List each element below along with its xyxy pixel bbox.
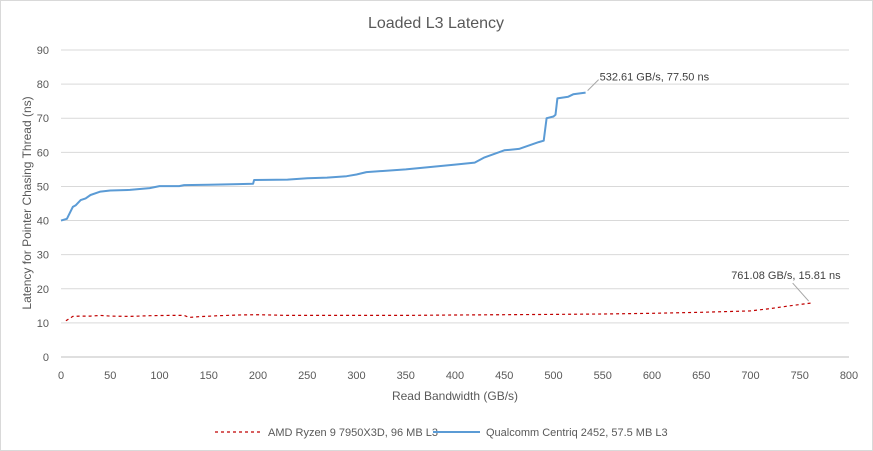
y-tick-label: 50 — [37, 181, 49, 193]
x-tick-label: 450 — [495, 370, 513, 382]
series-group — [60, 91, 811, 322]
x-tick-label: 800 — [840, 370, 858, 382]
x-tick-label: 750 — [791, 370, 809, 382]
y-tick-label: 30 — [37, 250, 49, 262]
annotation-leader-amd — [792, 282, 810, 302]
x-tick-label: 0 — [58, 370, 64, 382]
y-tick-label: 80 — [37, 79, 49, 91]
legend-label-qualcomm: Qualcomm Centriq 2452, 57.5 MB L3 — [486, 427, 668, 439]
x-tick-label: 700 — [741, 370, 759, 382]
series-line-0 — [65, 302, 811, 322]
chart-title: Loaded L3 Latency — [368, 15, 504, 32]
x-tick-label: 200 — [249, 370, 267, 382]
y-tick-label: 90 — [37, 45, 49, 57]
x-tick-label: 500 — [544, 370, 562, 382]
x-tick-label: 650 — [692, 370, 710, 382]
legend-label-amd: AMD Ryzen 9 7950X3D, 96 MB L3 — [268, 427, 438, 439]
x-tick-label: 100 — [150, 370, 168, 382]
x-axis-title: Read Bandwidth (GB/s) — [392, 389, 518, 403]
x-tick-label: 550 — [594, 370, 612, 382]
y-tick-label: 70 — [37, 113, 49, 125]
series-line-1 — [60, 91, 586, 222]
y-tick-label: 20 — [37, 284, 49, 296]
x-tick-label: 50 — [104, 370, 116, 382]
x-tick-label: 150 — [200, 370, 218, 382]
legend: AMD Ryzen 9 7950X3D, 96 MB L3 Qualcomm C… — [215, 427, 668, 439]
x-tick-labels: 0 50 100 150 200 250 300 350 400 450 500 550 600 650 7… — [58, 370, 858, 382]
annotation-amd-end: 761.08 GB/s, 15.81 ns — [731, 270, 841, 282]
x-tick-label: 600 — [643, 370, 661, 382]
gridlines — [61, 49, 849, 324]
x-tick-label: 300 — [347, 370, 365, 382]
y-axis-title: Latency for Pointer Chasing Thread (ns) — [20, 96, 34, 309]
y-tick-label: 10 — [37, 318, 49, 330]
x-tick-label: 250 — [298, 370, 316, 382]
y-tick-label: 40 — [37, 216, 49, 228]
annotation-leader-qualcomm — [587, 79, 599, 91]
annotation-qualcomm-end: 532.61 GB/s, 77.50 ns — [600, 72, 710, 84]
annotations: 532.61 GB/s, 77.50 ns 761.08 GB/s, 15.81 … — [587, 72, 841, 302]
y-tick-label: 60 — [37, 147, 49, 159]
x-tick-label: 400 — [446, 370, 464, 382]
y-tick-labels: 0 10 20 30 40 50 60 70 80 90 — [37, 45, 49, 364]
x-tick-label: 350 — [397, 370, 415, 382]
y-tick-label: 0 — [43, 352, 49, 364]
